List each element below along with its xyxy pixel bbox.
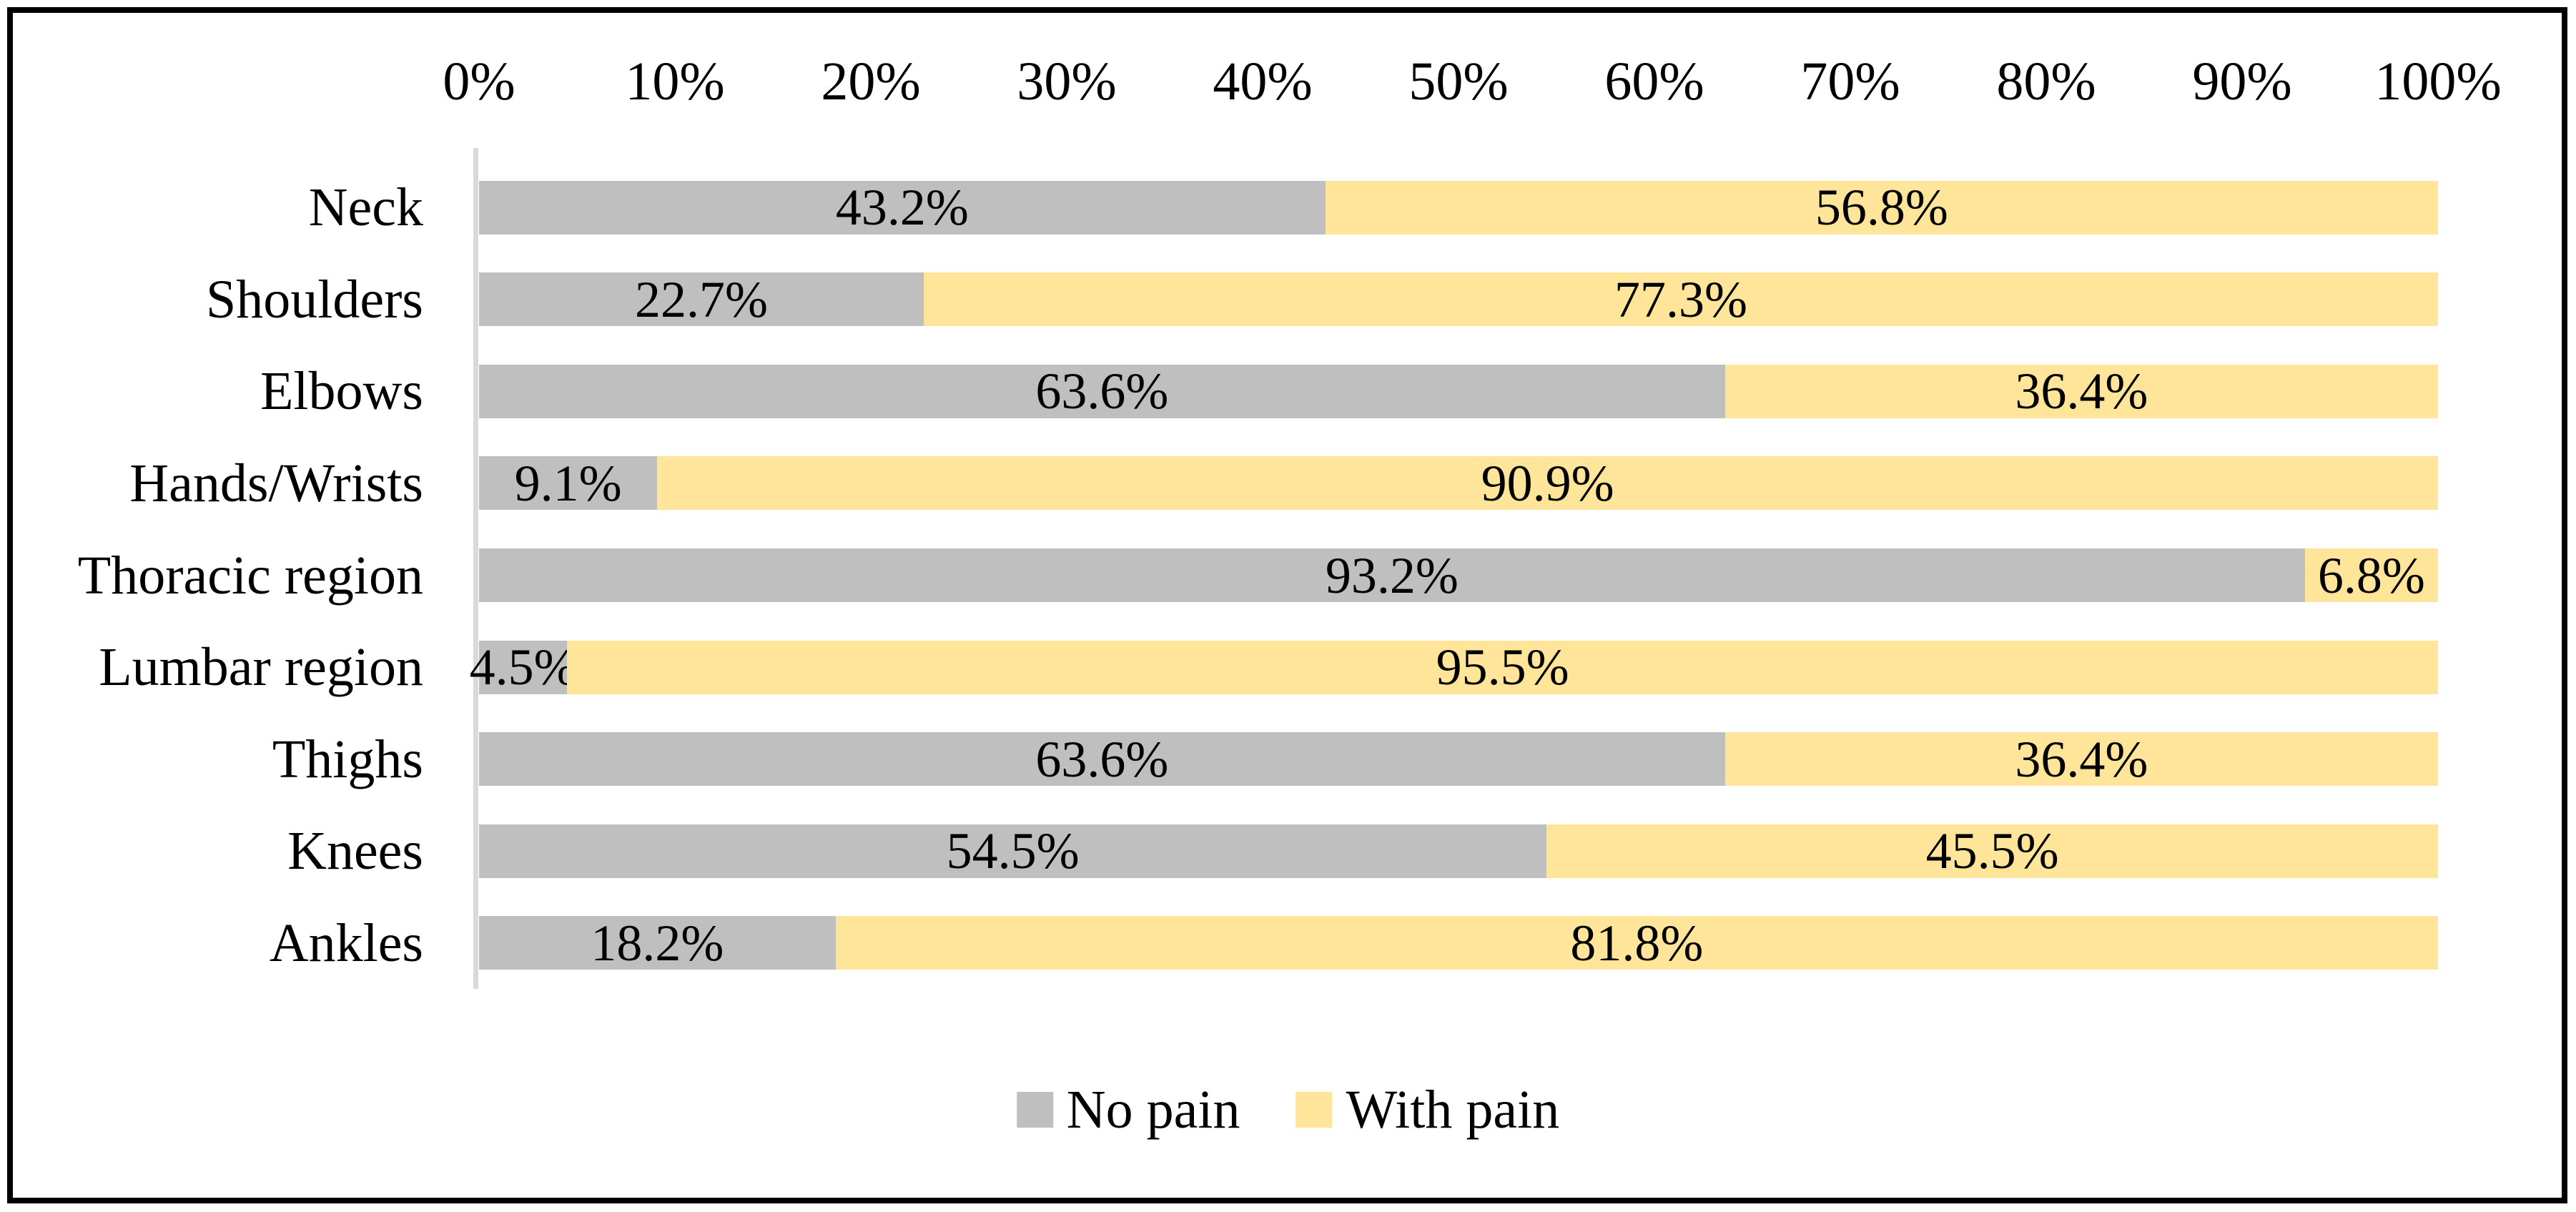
x-tick-label: 80% [1996, 51, 2096, 112]
x-tick-label: 50% [1408, 51, 1509, 112]
stacked-bar: 9.1% 90.9% [479, 454, 2438, 512]
category-label: Hands/Wrists [129, 453, 423, 513]
segment-value-label: 77.3% [1614, 270, 1747, 328]
bar-segment-with-pain: 56.8% [1325, 179, 2438, 237]
x-tick-label: 90% [2192, 51, 2292, 112]
bar-segment-no-pain: 63.6% [479, 730, 1725, 788]
bar-segment-with-pain: 81.8% [835, 914, 2438, 972]
chart-row: Knees 54.5% 45.5% [0, 805, 2438, 897]
x-tick-label: 60% [1604, 51, 1704, 112]
bar-segment-with-pain: 90.9% [657, 454, 2438, 512]
segment-value-label: 93.2% [1325, 546, 1459, 604]
segment-value-label: 36.4% [2015, 363, 2148, 420]
bar-segment-no-pain: 43.2% [479, 179, 1326, 237]
segment-value-label: 36.4% [2015, 730, 2148, 788]
y-axis-line [473, 148, 478, 989]
plot-rows: Neck 43.2% 56.8% Shoulders 22.7% 77.3% Elbows 6… [0, 162, 2438, 989]
x-tick-label: 0% [443, 51, 515, 112]
bar-segment-with-pain: 6.8% [2304, 546, 2438, 604]
legend-label: With pain [1346, 1080, 1560, 1140]
bar-segment-no-pain: 4.5% [470, 640, 577, 694]
category-label: Thighs [272, 729, 423, 789]
x-tick-label: 100% [2374, 51, 2502, 112]
category-label: Knees [287, 821, 423, 882]
x-tick-label: 20% [821, 51, 921, 112]
segment-value-label: 95.5% [1436, 639, 1569, 696]
chart-row: Thighs 63.6% 36.4% [0, 713, 2438, 805]
segment-value-label: 81.8% [1570, 914, 1704, 972]
segment-value-label: 4.5% [469, 639, 577, 696]
segment-value-label: 22.7% [634, 270, 768, 328]
chart-row: Lumbar region 4.5% 95.5% [0, 621, 2438, 714]
bar-segment-with-pain: 36.4% [1724, 730, 2438, 788]
stacked-bar: 54.5% 45.5% [479, 824, 2438, 878]
category-label: Shoulders [206, 269, 423, 330]
segment-value-label: 45.5% [1925, 822, 2059, 880]
x-tick-label: 70% [1800, 51, 1900, 112]
segment-value-label: 63.6% [1035, 730, 1169, 788]
segment-value-label: 43.2% [835, 179, 969, 237]
stacked-bar: 22.7% 77.3% [479, 270, 2438, 328]
legend-item-with-pain: With pain [1296, 1083, 1559, 1137]
bar-segment-no-pain: 54.5% [479, 822, 1547, 880]
stacked-bar: 43.2% 56.8% [479, 179, 2438, 237]
legend-swatch [1296, 1092, 1333, 1128]
category-label: Thoracic region [77, 545, 423, 606]
legend-item-no-pain: No pain [1016, 1080, 1240, 1140]
stacked-bar: 4.5% 95.5% [470, 639, 2438, 696]
chart-row: Thoracic region 93.2% 6.8% [0, 529, 2438, 621]
bar-segment-with-pain: 36.4% [1724, 363, 2438, 420]
category-label: Lumbar region [99, 637, 423, 698]
chart-row: Elbows 63.6% 36.4% [0, 345, 2438, 438]
segment-value-label: 63.6% [1035, 363, 1169, 420]
bar-segment-with-pain: 95.5% [567, 639, 2438, 696]
segment-value-label: 18.2% [591, 914, 724, 972]
x-axis: 0% 10% 20% 30% 40% 50% 60% 70% 80% 90% 100% [443, 50, 2501, 114]
category-label: Neck [308, 177, 423, 238]
bar-segment-no-pain: 93.2% [479, 546, 2305, 604]
stacked-bar: 93.2% 6.8% [479, 546, 2438, 604]
x-tick-label: 30% [1017, 51, 1117, 112]
segment-value-label: 90.9% [1481, 454, 1614, 512]
x-tick-label: 40% [1213, 51, 1313, 112]
bar-segment-no-pain: 9.1% [479, 454, 658, 512]
x-tick-label: 10% [625, 51, 725, 112]
legend-label: No pain [1066, 1080, 1240, 1140]
stacked-bar: 63.6% 36.4% [479, 363, 2438, 420]
chart-row: Neck 43.2% 56.8% [0, 162, 2438, 254]
legend: No pain With pain [1016, 1076, 1559, 1143]
legend-swatch [1016, 1092, 1053, 1128]
chart-row: Ankles 18.2% 81.8% [0, 897, 2438, 990]
segment-value-label: 6.8% [2317, 546, 2425, 604]
bar-segment-no-pain: 22.7% [479, 270, 924, 328]
bar-segment-no-pain: 63.6% [479, 363, 1725, 420]
chart-row: Hands/Wrists 9.1% 90.9% [0, 438, 2438, 530]
stacked-bar: 63.6% 36.4% [479, 730, 2438, 788]
segment-value-label: 9.1% [514, 454, 622, 512]
segment-value-label: 54.5% [946, 822, 1080, 880]
stacked-bar: 18.2% 81.8% [479, 916, 2438, 970]
category-label: Ankles [269, 912, 423, 973]
bar-segment-with-pain: 77.3% [923, 270, 2438, 328]
category-label: Elbows [260, 361, 423, 422]
bar-segment-no-pain: 18.2% [479, 916, 836, 970]
chart-row: Shoulders 22.7% 77.3% [0, 254, 2438, 346]
segment-value-label: 56.8% [1815, 179, 1948, 237]
bar-segment-with-pain: 45.5% [1546, 824, 2438, 878]
